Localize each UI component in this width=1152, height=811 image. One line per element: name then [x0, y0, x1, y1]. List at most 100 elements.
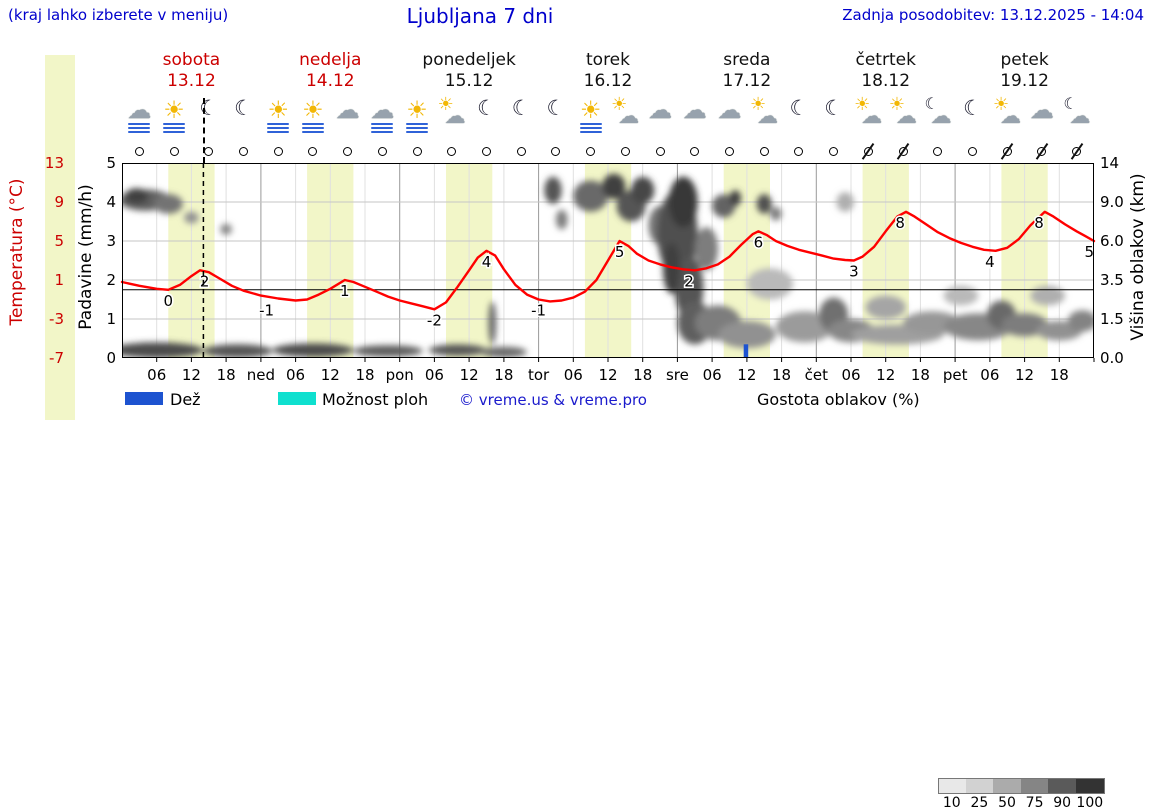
cloud-icon: ☁ — [1025, 96, 1059, 138]
sun-glyph: ☀ — [302, 96, 324, 124]
x-label: 12 — [598, 366, 618, 384]
cloud-height-tick-14: 14 — [1100, 154, 1120, 172]
cloud-glyph: ☁ — [1029, 96, 1054, 124]
moon-glyph: ☾ — [234, 96, 253, 120]
day-date-18.12: 18.12 — [861, 71, 911, 91]
cloud-density-scale: 10 25 50 75 90 100 — [938, 778, 1105, 811]
x-label: 18 — [910, 366, 930, 384]
precip-circle — [933, 147, 943, 156]
precip-tick-2: 2 — [106, 271, 116, 289]
sun-glyph: ☀ — [611, 94, 628, 115]
precip-circle — [725, 147, 734, 156]
x-label-day: čet — [804, 366, 828, 384]
x-label: 18 — [494, 366, 514, 384]
temperature-value-label: 5 — [615, 243, 625, 261]
rain-label: Dež — [170, 390, 201, 409]
precip-circle — [1072, 147, 1082, 156]
fog-glyph — [579, 121, 602, 135]
moon-icon: ☾ — [227, 96, 261, 138]
density-tick-90: 90 — [1053, 795, 1072, 811]
rain-bar — [743, 344, 749, 358]
sun-cloud-icon: ☀ ☁ — [886, 96, 920, 138]
sun-glyph: ☀ — [267, 96, 289, 124]
moon-glyph: ☾ — [511, 96, 531, 120]
moon-glyph: ☾ — [924, 94, 939, 113]
cloud-glyph: ☁ — [895, 104, 917, 128]
weather-meteogram: (kraj lahko izberete v meniju) Ljubljana… — [0, 4, 1152, 811]
precipitation-axis-title: Padavine (mm/h) — [76, 184, 96, 330]
x-label: 06 — [286, 366, 306, 384]
showers-label: Možnost ploh — [322, 390, 429, 409]
cloud-glyph: ☁ — [930, 104, 952, 128]
precip-circle — [620, 147, 630, 156]
density-tick-100: 100 — [1076, 795, 1104, 811]
temperature-value-label: 0 — [164, 292, 174, 310]
sun-glyph: ☀ — [854, 94, 871, 115]
fog-glyph — [128, 121, 151, 135]
fog-glyph — [267, 121, 290, 135]
cloud-height-tick-3.5: 3.5 — [1100, 271, 1124, 289]
fog-glyph — [163, 121, 186, 135]
precip-circle — [273, 147, 283, 156]
day-headers: sobota 13.12 nedelja 14.12 ponedeljek 15.12 to… — [0, 50, 1152, 92]
x-label: 12 — [737, 366, 757, 384]
temperature-value-label: 4 — [985, 253, 995, 271]
temperature-value-label: 6 — [754, 233, 764, 251]
x-label-day: pet — [942, 366, 968, 384]
temperature-value-label: 4 — [482, 253, 492, 271]
x-label: 06 — [424, 366, 444, 384]
sun-glyph: ☀ — [406, 96, 428, 124]
cloud-glyph: ☁ — [618, 104, 640, 128]
sun-fog-icon: ☀ — [574, 96, 608, 138]
sun-glyph: ☀ — [993, 94, 1010, 115]
day-name-sobota: sobota — [162, 50, 221, 70]
density-segment-50 — [993, 778, 1021, 794]
day-date-14.12: 14.12 — [305, 71, 355, 91]
day-name-sreda: sreda — [723, 50, 771, 70]
x-label-day: ned — [246, 366, 275, 384]
x-label: 18 — [772, 366, 792, 384]
precip-circle — [690, 147, 700, 156]
cloud-density-layer — [122, 173, 1094, 358]
day-name-četrtek: četrtek — [855, 50, 916, 70]
x-label: 18 — [216, 366, 236, 384]
cloud-glyph: ☁ — [648, 96, 673, 124]
day-date-19.12: 19.12 — [1000, 71, 1049, 91]
x-label: 12 — [459, 366, 479, 384]
day-name-nedelja: nedelja — [299, 50, 362, 70]
sun-cloud-icon: ☀ ☁ — [608, 96, 642, 138]
precip-circle — [308, 147, 318, 156]
cloud-glyph: ☁ — [757, 104, 779, 128]
cloud-icon: ☁ — [713, 96, 747, 138]
day-date-17.12: 17.12 — [722, 71, 772, 91]
x-label-day: sre — [665, 366, 689, 384]
cloud-glyph: ☁ — [1000, 104, 1022, 128]
copyright-link[interactable]: © vreme.us & vreme.pro — [459, 391, 647, 409]
sun-fog-icon: ☀ — [261, 96, 295, 138]
day-name-torek: torek — [586, 50, 630, 70]
cloud-glyph: ☁ — [444, 104, 466, 128]
moon-glyph: ☾ — [963, 96, 982, 120]
last-updated: Zadnja posodobitev: 13.12.2025 - 14:04 — [842, 6, 1144, 24]
moon-glyph: ☾ — [824, 96, 844, 120]
x-label: 06 — [841, 366, 861, 384]
cloud-glyph: ☁ — [127, 96, 152, 124]
sun-glyph: ☀ — [888, 94, 906, 115]
x-label-day: tor — [527, 366, 550, 384]
density-segment-10 — [938, 778, 967, 794]
temp-tick-1: 1 — [54, 271, 64, 289]
sun-cloud-icon: ☀ ☁ — [747, 96, 781, 138]
x-label-day: pon — [385, 366, 414, 384]
precip-circle — [829, 147, 839, 156]
density-segment-90 — [1048, 778, 1076, 794]
temp-tick-9: 9 — [54, 193, 64, 211]
sun-fog-icon: ☀ — [296, 96, 330, 138]
precip-circle — [447, 147, 457, 156]
moon-icon: ☾ — [539, 96, 573, 138]
cloud-icon: ☁ — [643, 96, 677, 138]
cloud-density-label: Gostota oblakov (%) — [757, 390, 920, 409]
precip-circle — [169, 147, 179, 156]
x-label: 12 — [320, 366, 340, 384]
precip-circle — [482, 147, 491, 156]
precip-tick-0: 0 — [106, 349, 116, 367]
